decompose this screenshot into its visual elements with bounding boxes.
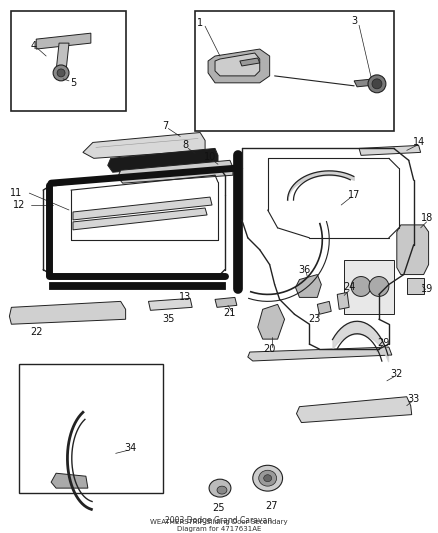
- Text: 36: 36: [298, 264, 311, 274]
- Circle shape: [372, 79, 382, 89]
- Text: 35: 35: [162, 314, 174, 324]
- Text: 33: 33: [408, 394, 420, 403]
- Polygon shape: [407, 278, 424, 294]
- Polygon shape: [118, 160, 233, 183]
- Ellipse shape: [264, 475, 272, 482]
- Text: 23: 23: [308, 314, 321, 324]
- FancyBboxPatch shape: [11, 11, 126, 111]
- Text: 21: 21: [224, 308, 236, 318]
- Ellipse shape: [217, 486, 227, 494]
- FancyBboxPatch shape: [19, 364, 163, 493]
- Ellipse shape: [253, 465, 283, 491]
- Polygon shape: [318, 301, 331, 314]
- Polygon shape: [73, 197, 212, 220]
- Polygon shape: [208, 49, 270, 83]
- Circle shape: [351, 277, 371, 296]
- Polygon shape: [83, 133, 205, 158]
- Polygon shape: [215, 53, 260, 76]
- Circle shape: [369, 277, 389, 296]
- Circle shape: [53, 65, 69, 81]
- Polygon shape: [215, 297, 237, 308]
- Text: 4: 4: [30, 41, 36, 51]
- Ellipse shape: [209, 479, 231, 497]
- Text: 2003 Dodge Grand Caravan: 2003 Dodge Grand Caravan: [166, 516, 272, 525]
- Text: 29: 29: [378, 338, 390, 348]
- Text: 12: 12: [13, 200, 25, 210]
- Text: 34: 34: [124, 443, 137, 454]
- Text: 17: 17: [348, 190, 360, 200]
- Text: 14: 14: [413, 138, 425, 148]
- Text: 27: 27: [265, 501, 278, 511]
- Text: 11: 11: [10, 188, 22, 198]
- Text: 13: 13: [179, 293, 191, 302]
- Polygon shape: [148, 298, 192, 310]
- Text: 10: 10: [204, 152, 216, 163]
- Polygon shape: [354, 79, 377, 87]
- Polygon shape: [36, 33, 91, 49]
- Text: 18: 18: [420, 213, 433, 223]
- Polygon shape: [108, 148, 218, 172]
- Polygon shape: [258, 304, 285, 339]
- Text: 3: 3: [351, 16, 357, 26]
- Circle shape: [57, 69, 65, 77]
- Text: 20: 20: [264, 344, 276, 354]
- Polygon shape: [337, 293, 349, 309]
- Polygon shape: [49, 281, 225, 289]
- Text: WEATHERSTRIP-Sliding Door Secondary
Diagram for 4717631AE: WEATHERSTRIP-Sliding Door Secondary Diag…: [150, 519, 288, 532]
- Ellipse shape: [259, 470, 277, 486]
- Polygon shape: [296, 274, 321, 297]
- Text: 1: 1: [197, 18, 203, 28]
- FancyBboxPatch shape: [195, 11, 394, 131]
- Text: 24: 24: [343, 282, 355, 293]
- Text: 19: 19: [420, 285, 433, 294]
- Text: 32: 32: [391, 369, 403, 379]
- Text: 25: 25: [212, 503, 224, 513]
- Text: 8: 8: [182, 140, 188, 150]
- Polygon shape: [73, 208, 207, 230]
- Polygon shape: [359, 146, 420, 155]
- Polygon shape: [344, 260, 394, 314]
- Polygon shape: [397, 225, 429, 274]
- Text: 7: 7: [162, 120, 169, 131]
- Polygon shape: [51, 473, 88, 488]
- Polygon shape: [240, 58, 260, 66]
- Polygon shape: [9, 301, 126, 324]
- Text: 5: 5: [70, 78, 76, 88]
- Polygon shape: [56, 43, 69, 71]
- Polygon shape: [248, 347, 392, 361]
- Polygon shape: [297, 397, 412, 423]
- Circle shape: [368, 75, 386, 93]
- Text: 22: 22: [30, 327, 42, 337]
